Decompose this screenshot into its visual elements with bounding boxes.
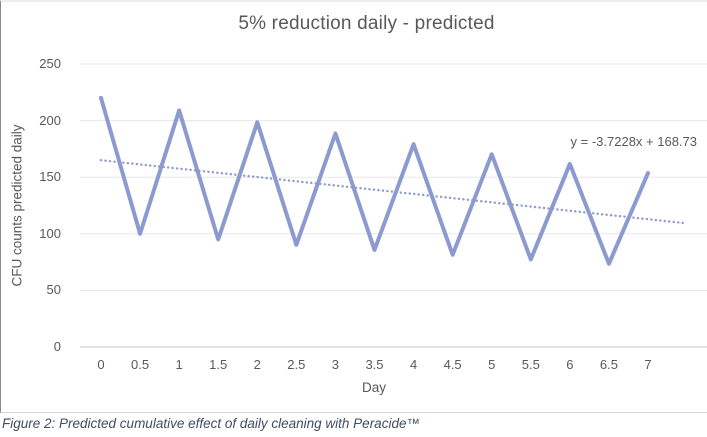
x-tick-label: 7 xyxy=(644,357,652,372)
x-tick-label: 0 xyxy=(97,357,105,372)
x-tick-label: 2 xyxy=(253,357,261,372)
x-tick-label: 6 xyxy=(566,357,574,372)
y-tick-label: 0 xyxy=(53,339,61,354)
x-tick-label: 0.5 xyxy=(131,357,150,372)
x-tick-label: 1 xyxy=(175,357,183,372)
trendline-equation-label: y = -3.7228x + 168.73 xyxy=(570,134,697,149)
x-tick-label: 3.5 xyxy=(365,357,384,372)
y-tick-label: 200 xyxy=(39,112,61,128)
chart-title: 5% reduction daily - predicted xyxy=(238,13,495,34)
y-tick-label: 150 xyxy=(39,169,61,185)
data-series-line xyxy=(99,95,651,266)
y-axis-title: CFU counts predicted daily xyxy=(9,124,25,287)
plot-area xyxy=(80,63,707,348)
y-tick-label: 250 xyxy=(39,56,61,71)
chart-frame: 5% reduction daily - predicted 0 50 100 150… xyxy=(0,0,707,413)
x-tick-label: 2.5 xyxy=(287,357,306,372)
x-tick-label: 3 xyxy=(331,357,340,372)
figure-caption: Figure 2: Predicted cumulative effect of… xyxy=(2,416,420,431)
x-axis-title: Day xyxy=(361,380,386,395)
y-tick-label: 50 xyxy=(46,282,61,298)
y-tick-label: 100 xyxy=(39,225,61,241)
x-tick-label: 4.5 xyxy=(443,357,462,372)
x-tick-label: 1.5 xyxy=(209,357,228,372)
x-tick-label: 6.5 xyxy=(599,357,618,372)
x-tick-label: 5 xyxy=(488,357,496,372)
x-tick-label: 5.5 xyxy=(521,357,540,372)
x-tick-label: 4 xyxy=(409,357,418,372)
